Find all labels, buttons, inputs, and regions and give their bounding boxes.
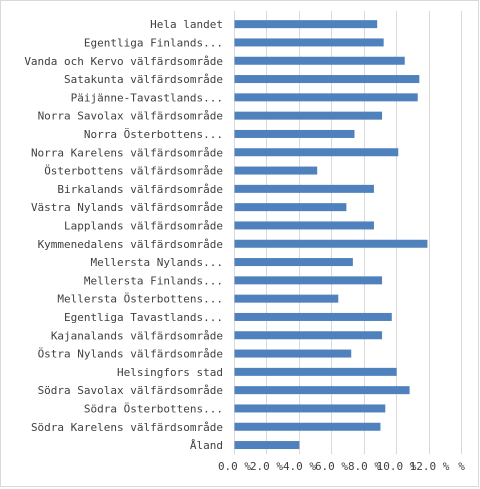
category-label: Lapplands välfärdsområde: [64, 219, 223, 232]
category-label: Helsingfors stad: [117, 366, 223, 379]
category-label: Mellersta Nylands...: [91, 256, 223, 269]
category-label: Norra Österbottens...: [84, 128, 223, 141]
category-label: Mellersta Finlands...: [84, 274, 223, 287]
x-tick-label: 12.0 %: [410, 460, 450, 473]
category-label: Hela landet: [150, 18, 223, 31]
bar: [234, 331, 383, 340]
category-label: Kymmenedalens välfärdsområde: [38, 238, 223, 251]
bar: [234, 294, 339, 303]
category-label: Norra Karelens välfärdsområde: [31, 146, 223, 159]
grid-lines: [234, 11, 462, 455]
bar: [234, 111, 383, 120]
category-label: Österbottens välfärdsområde: [44, 165, 223, 178]
x-tick-label: 6.0 %: [315, 460, 348, 473]
bar: [234, 349, 352, 358]
bar: [234, 38, 384, 47]
category-label: Östra Nylands välfärdsområde: [38, 348, 223, 361]
category-label: Södra Österbottens...: [84, 402, 223, 415]
x-tick-labels: 0.0 %2.0 % 4.0 %6.0 % 8.0 %10.0 %12.0 %%: [218, 460, 465, 473]
category-label: Södra Karelens välfärdsområde: [31, 421, 223, 434]
bar: [234, 258, 353, 267]
x-tick-label: 4.0 %: [283, 460, 316, 473]
category-label: Kajanalands välfärdsområde: [51, 329, 223, 342]
bar: [234, 148, 399, 157]
bar: [234, 129, 355, 138]
category-label: Birkalands välfärdsområde: [57, 183, 223, 196]
category-label: Satakunta välfärdsområde: [64, 73, 223, 86]
x-tick-label: 0.0 %: [218, 460, 251, 473]
category-label: Egentliga Tavastlands...: [64, 311, 223, 324]
category-label: Åland: [190, 439, 223, 452]
bar: [234, 184, 374, 193]
x-tick-label: 10.0 %: [377, 460, 417, 473]
bar: [234, 93, 418, 102]
category-label: Norra Savolax välfärdsområde: [38, 110, 223, 123]
x-tick-label: %: [458, 460, 465, 473]
bar: [234, 56, 405, 65]
bar: [234, 422, 381, 431]
category-label: Västra Nylands välfärdsområde: [31, 201, 223, 214]
bar: [234, 312, 392, 321]
bar: [234, 276, 383, 285]
category-label: Södra Savolax välfärdsområde: [38, 384, 223, 397]
bar: [234, 20, 378, 29]
category-labels: Hela landet Egentliga Finlands... Vanda oc…: [24, 18, 223, 452]
x-tick-label: 8.0 %: [348, 460, 381, 473]
bar: [234, 441, 300, 450]
category-label: Egentliga Finlands...: [84, 36, 223, 49]
bars: [234, 20, 428, 450]
category-label: Vanda och Kervo välfärdsområde: [24, 55, 223, 68]
x-tick-label: 2.0 %: [250, 460, 283, 473]
bar: [234, 75, 420, 84]
bar: [234, 367, 397, 376]
bar: [234, 386, 410, 395]
category-label: Mellersta Österbottens...: [57, 293, 223, 306]
bar: [234, 404, 386, 413]
bar: [234, 166, 318, 175]
bar: [234, 203, 347, 212]
category-label: Päijänne-Tavastlands...: [71, 91, 223, 104]
bar: [234, 221, 374, 230]
bar: [234, 239, 428, 248]
